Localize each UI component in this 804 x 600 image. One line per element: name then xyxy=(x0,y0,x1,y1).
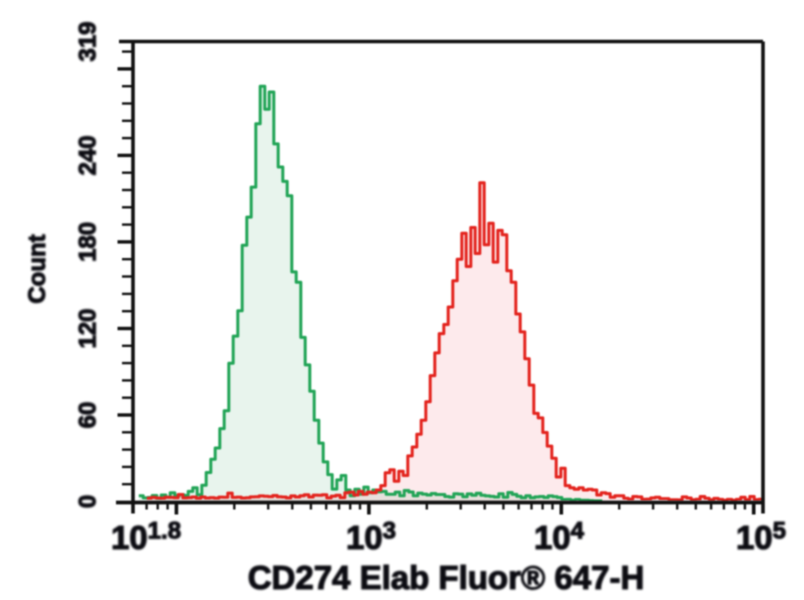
svg-text:Count: Count xyxy=(24,234,51,303)
svg-text:120: 120 xyxy=(75,308,102,348)
svg-text:60: 60 xyxy=(75,402,102,429)
svg-text:CD274 Elab Fluor® 647-H: CD274 Elab Fluor® 647-H xyxy=(248,559,645,596)
svg-text:319: 319 xyxy=(75,21,102,61)
svg-text:103: 103 xyxy=(346,518,396,557)
svg-text:180: 180 xyxy=(75,222,102,262)
svg-text:0: 0 xyxy=(75,495,102,508)
svg-text:240: 240 xyxy=(75,135,102,175)
